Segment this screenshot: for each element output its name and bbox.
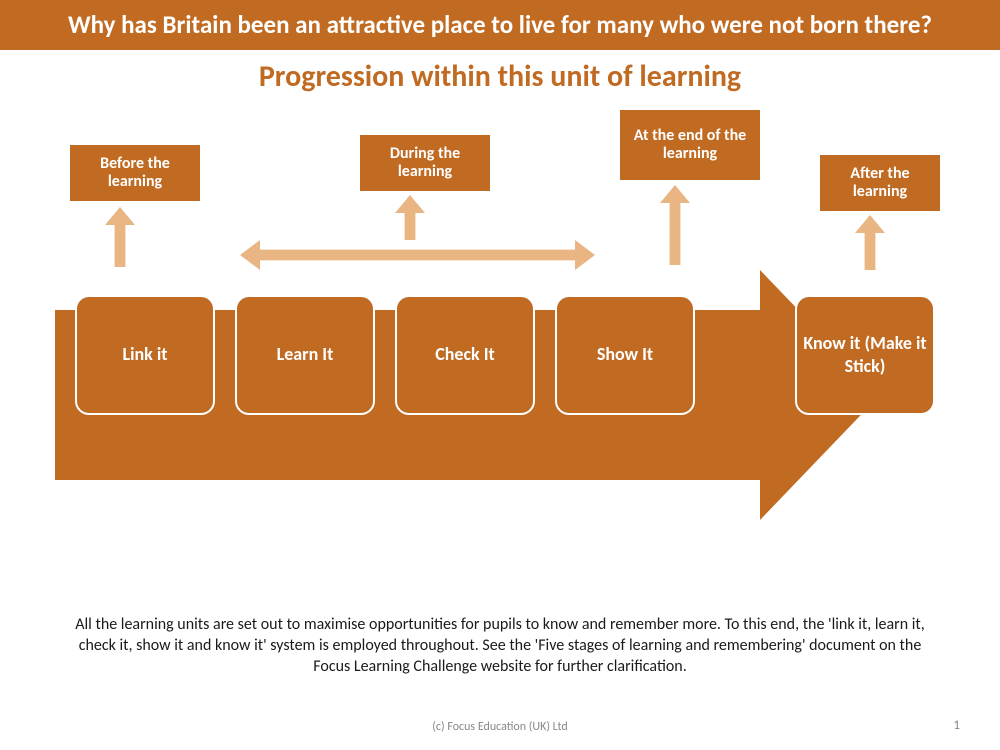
stage-box-check-it: Check It xyxy=(395,295,535,415)
stage-label: Check It xyxy=(435,343,495,366)
copyright-text: (c) Focus Education (UK) Ltd xyxy=(432,720,567,734)
up-arrow-before xyxy=(105,207,135,267)
page-number-text: 1 xyxy=(953,718,960,733)
phase-label-before: Before the learning xyxy=(70,145,200,201)
stage-label: Show It xyxy=(597,343,653,366)
stage-box-know-it: Know it (Make it Stick) xyxy=(795,295,935,415)
stage-label: Know it (Make it Stick) xyxy=(801,332,929,379)
subtitle: Progression within this unit of learning xyxy=(0,58,1000,95)
footer-text: All the learning units are set out to ma… xyxy=(75,615,925,676)
phase-label-during: During the learning xyxy=(360,135,490,191)
phase-label-end-text: At the end of the learning xyxy=(626,127,754,164)
diagram-area: Before the learning During the learning … xyxy=(0,95,1000,525)
phase-label-during-text: During the learning xyxy=(366,145,484,182)
page-number: 1 xyxy=(953,718,960,733)
phase-label-after-text: After the learning xyxy=(826,165,934,202)
stage-box-link-it: Link it xyxy=(75,295,215,415)
phase-label-end: At the end of the learning xyxy=(620,110,760,180)
phase-label-before-text: Before the learning xyxy=(76,155,194,192)
header-band: Why has Britain been an attractive place… xyxy=(0,0,1000,50)
footer-paragraph: All the learning units are set out to ma… xyxy=(60,615,940,677)
horizontal-double-arrow xyxy=(240,240,595,270)
stage-box-learn-it: Learn It xyxy=(235,295,375,415)
subtitle-text: Progression within this unit of learning xyxy=(259,58,741,95)
up-arrow-after xyxy=(855,215,885,270)
up-arrow-end xyxy=(660,185,690,265)
copyright: (c) Focus Education (UK) Ltd xyxy=(0,720,1000,734)
header-title: Why has Britain been an attractive place… xyxy=(68,9,932,40)
up-arrow-during xyxy=(395,195,425,240)
phase-label-after: After the learning xyxy=(820,155,940,211)
stage-box-show-it: Show It xyxy=(555,295,695,415)
stage-label: Learn It xyxy=(277,343,334,366)
stage-label: Link it xyxy=(122,343,167,366)
